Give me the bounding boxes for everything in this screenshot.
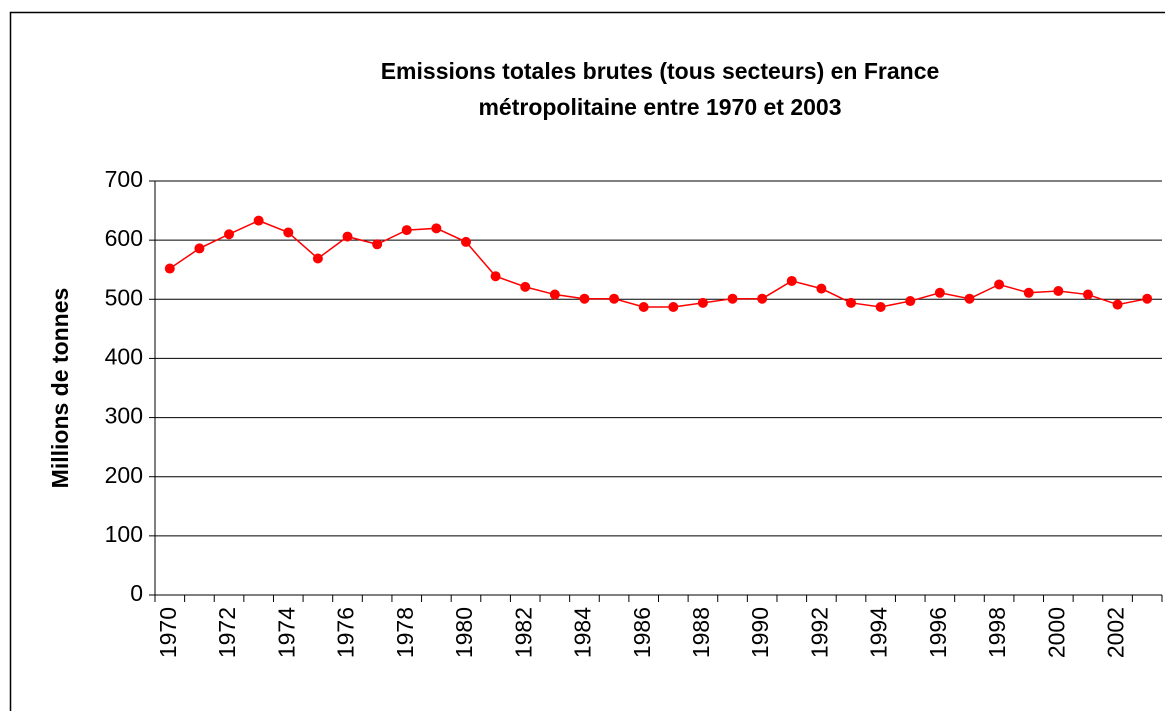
point [638, 301, 649, 312]
chart-title: Emissions totales brutes (tous secteurs)… [381, 58, 940, 84]
line [169, 219, 1148, 308]
point [312, 253, 323, 264]
point [697, 297, 708, 308]
point [846, 297, 857, 308]
y-axis-label: Millions de tonnes [47, 288, 73, 489]
point [549, 289, 560, 300]
y-tick-label: 0 [130, 580, 143, 606]
point [816, 283, 827, 294]
y-tick-label: 500 [105, 284, 143, 310]
point [757, 293, 768, 304]
x-tick-label: 1972 [214, 607, 240, 658]
x-tick-label: 1996 [925, 607, 951, 658]
x-tick-label: 1974 [273, 607, 299, 658]
point [727, 293, 738, 304]
point [668, 301, 679, 312]
point [786, 275, 797, 286]
point [934, 287, 945, 298]
y-tick-label: 400 [105, 344, 143, 370]
point [164, 263, 175, 274]
x-tick-label: 1992 [806, 607, 832, 658]
point [520, 281, 531, 292]
x-tick-label: 1982 [510, 607, 536, 658]
point [964, 293, 975, 304]
point [609, 293, 620, 304]
x-tick-label: 1994 [866, 607, 892, 658]
x-tick-label: 1980 [451, 607, 477, 658]
point [490, 271, 501, 282]
y-tick-label: 300 [105, 403, 143, 429]
point [431, 223, 442, 234]
point [1112, 299, 1123, 310]
point [994, 279, 1005, 290]
point [224, 229, 235, 240]
x-tick-label: 1984 [570, 607, 596, 658]
x-tick-label: 1976 [333, 607, 359, 658]
point [579, 293, 590, 304]
chart-title: métropolitaine entre 1970 et 2003 [478, 94, 841, 120]
x-tick-label: 2000 [1043, 607, 1069, 658]
x-tick-label: 1998 [984, 607, 1010, 658]
point [401, 225, 412, 236]
point [1023, 287, 1034, 298]
y-tick-label: 600 [105, 225, 143, 251]
x-tick-label: 1988 [688, 607, 714, 658]
point [253, 215, 264, 226]
point [342, 231, 353, 242]
x-tick-label: 1978 [392, 607, 418, 658]
x-tick-label: 2002 [1103, 607, 1129, 658]
y-tick-label: 700 [105, 166, 143, 192]
y-tick-label: 100 [105, 521, 143, 547]
point [905, 296, 916, 307]
point [1142, 293, 1153, 304]
y-tick-label: 200 [105, 462, 143, 488]
point [283, 227, 294, 238]
point [372, 239, 383, 250]
point [460, 236, 471, 247]
x-tick-label: 1986 [629, 607, 655, 658]
point [1082, 289, 1093, 300]
x-tick-label: 1990 [747, 607, 773, 658]
point [194, 243, 205, 254]
x-tick-label: 1970 [155, 607, 181, 658]
point [875, 301, 886, 312]
point [1053, 286, 1064, 297]
